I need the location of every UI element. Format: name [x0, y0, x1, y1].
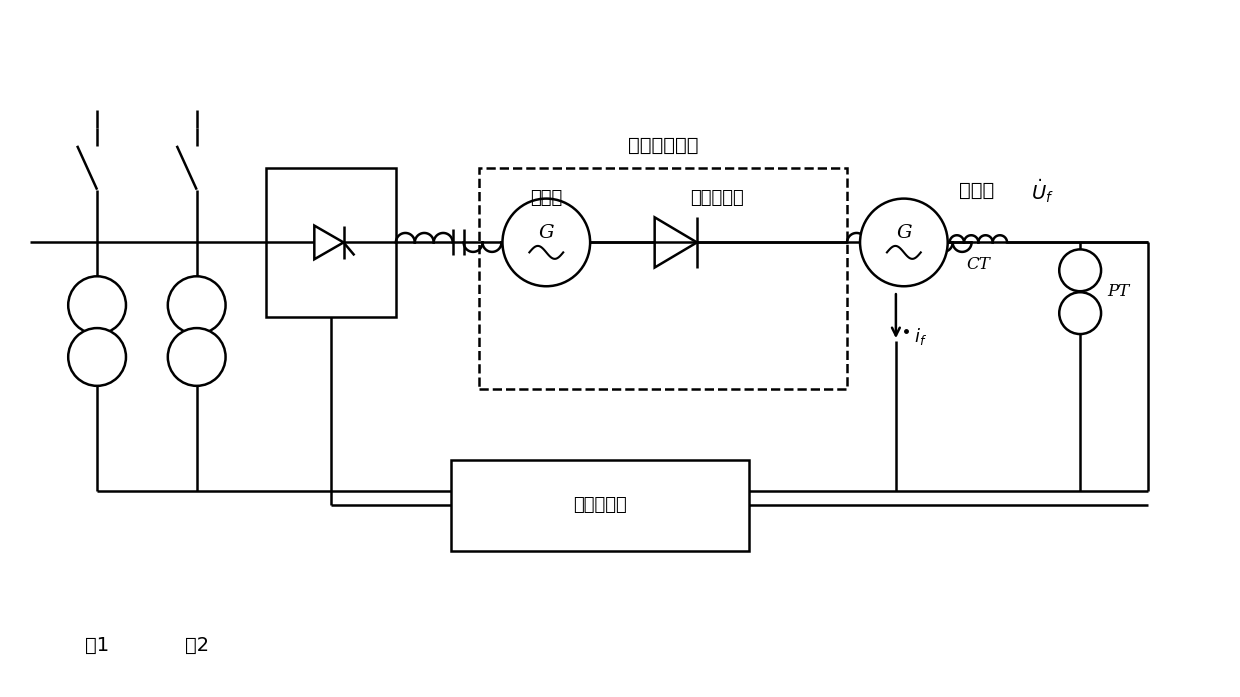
Text: 旋转二极管: 旋转二极管 [689, 189, 744, 206]
Bar [450, 459, 749, 551]
Text: 源1: 源1 [86, 636, 109, 655]
Text: 发电机: 发电机 [959, 181, 994, 200]
Text: $\dot{U}_f$: $\dot{U}_f$ [1032, 176, 1054, 205]
Text: 励磁调节器: 励磁调节器 [573, 496, 627, 514]
Circle shape [68, 328, 126, 386]
Text: 源2: 源2 [185, 636, 208, 655]
Text: 旋转整流部分: 旋转整流部分 [627, 137, 698, 155]
Text: 励磁机: 励磁机 [531, 189, 563, 206]
Text: $i_f$: $i_f$ [914, 325, 926, 346]
Circle shape [502, 199, 590, 286]
Bar [479, 168, 847, 389]
Circle shape [1059, 292, 1101, 334]
Text: PT: PT [1107, 283, 1130, 300]
Circle shape [861, 199, 947, 286]
Circle shape [167, 328, 226, 386]
Text: G: G [897, 224, 911, 243]
Bar [267, 168, 396, 317]
Text: CT: CT [966, 256, 991, 273]
Circle shape [1059, 250, 1101, 291]
Circle shape [167, 276, 226, 334]
Circle shape [68, 276, 126, 334]
Text: G: G [538, 224, 554, 243]
